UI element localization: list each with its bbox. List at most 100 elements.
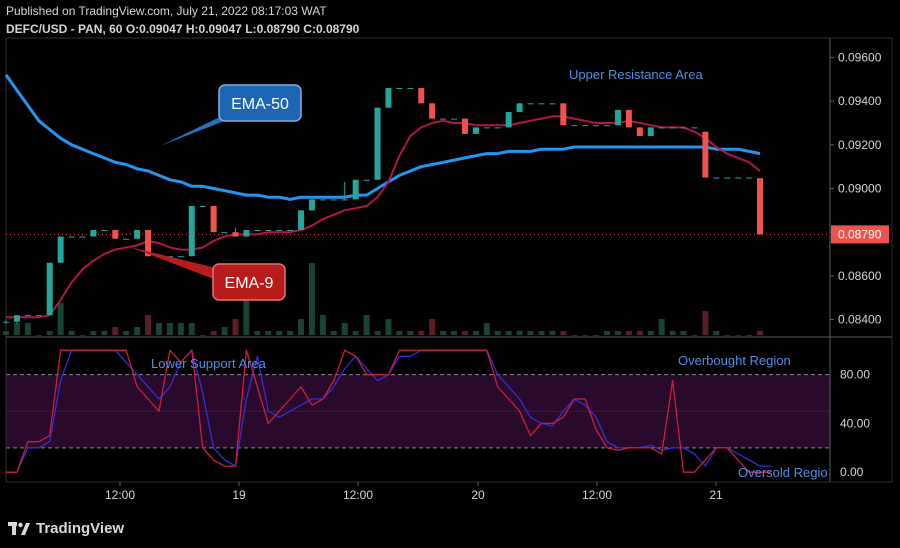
candle-body: [494, 127, 501, 129]
candle-body: [298, 210, 305, 230]
candle-body: [582, 125, 589, 127]
volume-bar: [636, 331, 643, 335]
volume-bar: [177, 323, 184, 335]
volume-bar: [35, 335, 42, 336]
candle-body: [680, 127, 687, 129]
tradingview-logo[interactable]: TradingView: [8, 520, 124, 537]
volume-bar: [166, 323, 173, 335]
volume-bar: [582, 335, 589, 336]
support-label: Lower Support Area: [151, 356, 267, 371]
volume-bar: [407, 331, 414, 335]
volume-bar: [429, 319, 436, 335]
volume-bar: [713, 331, 720, 335]
candle-body: [757, 178, 763, 235]
volume-bar: [199, 335, 206, 336]
ema50-callout-label: EMA-50: [231, 96, 289, 113]
volume-bar: [330, 331, 337, 335]
oversold-label: Oversold Regio: [738, 465, 828, 480]
candle-body: [505, 112, 512, 128]
volume-bar: [691, 335, 698, 336]
ema50-callout: [218, 84, 302, 122]
candle-body: [13, 315, 20, 322]
candle-body: [166, 256, 173, 258]
volume-bar: [669, 331, 676, 335]
published-line: Published on TradingView.com, July 21, 2…: [6, 4, 327, 18]
candle-body: [614, 109, 621, 126]
overbought-label: Overbought Region: [678, 353, 791, 368]
ema9-callout: [212, 263, 286, 301]
volume-bar: [112, 327, 119, 335]
candle-body: [746, 177, 753, 179]
volume-bar: [483, 323, 490, 335]
stoch-tick-label: 80.00: [840, 368, 870, 382]
candle-body: [440, 118, 447, 120]
candle-body: [243, 229, 250, 237]
ema9-line: [6, 115, 761, 319]
volume-bar: [319, 315, 326, 335]
candle-body: [68, 236, 75, 238]
candle-body: [79, 236, 86, 238]
volume-bar: [461, 331, 468, 335]
volume-bar: [90, 331, 97, 335]
last-price-badge: [831, 225, 889, 244]
volume-bar: [363, 315, 370, 335]
candle-body: [265, 229, 272, 231]
candle-body: [287, 229, 294, 231]
volume-bar: [549, 331, 556, 335]
candle-body: [636, 127, 643, 137]
volume-bar: [24, 323, 31, 335]
time-tick-label: 21: [709, 488, 723, 502]
candle-body: [429, 103, 436, 119]
volume-bar: [232, 319, 239, 335]
symbol-label: DEFC/USD - PAN, 60: [6, 22, 123, 36]
chart-frame: [5, 37, 893, 483]
candle-body: [330, 199, 337, 201]
volume-bar: [341, 323, 348, 335]
ema50-line: [4, 74, 761, 201]
volume-bar: [505, 331, 512, 335]
volume-bar: [57, 303, 64, 335]
ohlc-values: O:0.09047 H:0.09047 L:0.08790 C:0.08790: [126, 22, 360, 36]
time-tick-label: 12:00: [343, 488, 373, 502]
time-tick-label: 12:00: [105, 488, 135, 502]
volume-bar: [308, 263, 315, 335]
volume-bar: [494, 331, 501, 335]
stoch-tick-label: 40.00: [840, 416, 870, 430]
volume-bar: [451, 331, 458, 335]
volume-bar: [101, 331, 108, 335]
volume-bar: [472, 331, 479, 335]
volume-bar: [516, 331, 523, 335]
volume-bar: [46, 331, 53, 335]
candle-body: [352, 179, 359, 200]
candle-body: [571, 125, 578, 127]
time-tick-label: 19: [232, 488, 246, 502]
candle-body: [199, 205, 206, 207]
candle-body: [647, 127, 654, 137]
volume-bar: [210, 331, 217, 335]
candle-body: [713, 177, 720, 179]
volume-bar: [265, 331, 272, 335]
candle-body: [483, 127, 490, 129]
volume-bar: [3, 331, 9, 335]
volume-bar: [68, 331, 75, 335]
candle-body: [691, 127, 698, 129]
volume-bar: [385, 319, 392, 335]
volume-bar: [396, 331, 403, 335]
candle-body: [385, 88, 392, 108]
candle-body: [188, 205, 195, 257]
volume-bar: [287, 331, 294, 335]
candle-body: [210, 205, 217, 233]
candle-body: [669, 127, 676, 129]
volume-bar: [746, 335, 753, 336]
candle-body: [407, 88, 414, 90]
candle-body: [3, 321, 9, 323]
candle-body: [112, 229, 119, 239]
price-tick-label: 0.08400: [838, 313, 882, 327]
candle-body: [134, 229, 141, 239]
candle-body: [461, 118, 468, 134]
candle-body: [145, 229, 152, 257]
candle-body: [276, 229, 283, 231]
candle-body: [702, 131, 709, 178]
symbol-line: DEFC/USD - PAN, 60 O:0.09047 H:0.09047 L…: [6, 22, 359, 36]
price-tick-label: 0.09600: [838, 50, 882, 64]
